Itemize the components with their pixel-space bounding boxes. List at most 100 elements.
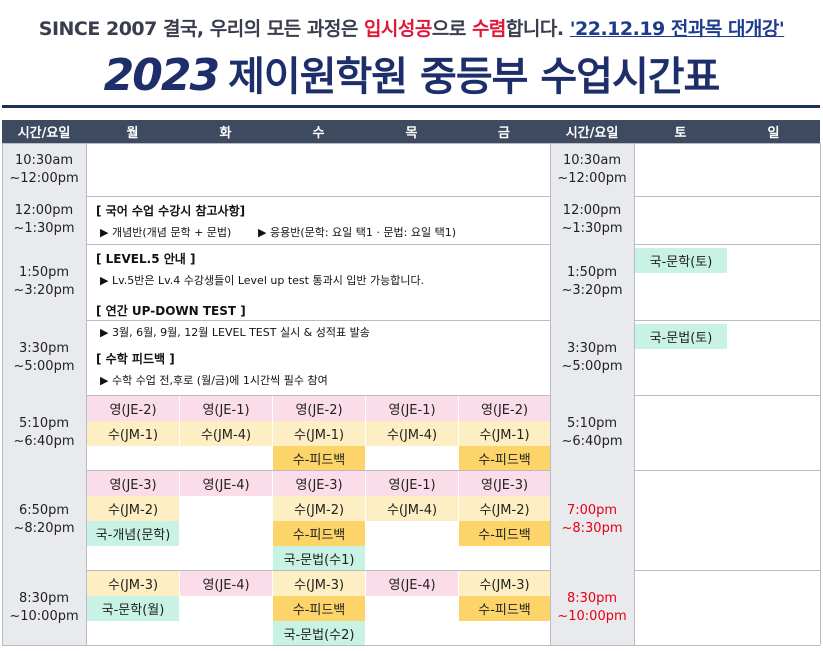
time-text: 7:00pm [566, 503, 618, 518]
class-slot: 수(JM-3) [459, 571, 550, 596]
notice-line: ▶ 3월, 6월, 9월, 12월 LEVEL TEST 실시 & 성적표 발송 [100, 326, 370, 339]
tagline-text: 으로 [431, 18, 472, 40]
class-slot: 영(JE-1) [366, 396, 458, 421]
notice-line: ▶ Lv.5반은 Lv.4 수강생들이 Level up test 통과시 입반… [100, 274, 425, 287]
time-text: ~12:00pm [557, 170, 627, 186]
class-slot: 국-문학(토) [635, 247, 727, 273]
class-slot: 수(JM-1) [273, 421, 365, 446]
class-slot: 영(JE-3) [273, 471, 365, 496]
tagline-text: 합니다. [505, 18, 570, 40]
column-header: 월 [86, 120, 179, 143]
notice-heading: [ 수학 피드백 ] [96, 352, 175, 366]
class-slot: 영(JE-3) [459, 471, 550, 496]
class-slot: 수(JM-2) [273, 496, 365, 521]
notice-heading: [ 국어 수업 수강시 참고사항] [96, 204, 246, 218]
title: 2023 제이원학원 중등부 수업시간표 [0, 44, 823, 102]
class-slot: 수-피드백 [273, 596, 365, 621]
class-slot: 수(JM-3) [273, 571, 365, 596]
column-header: 목 [365, 120, 458, 143]
class-slot: 수-피드백 [459, 521, 550, 546]
column-header: 토 [634, 120, 727, 143]
class-slot: 영(JE-2) [87, 396, 179, 421]
time-cell: 6:50pm ~8:20pm [2, 470, 86, 570]
class-slot: 국-문법(수1) [273, 546, 365, 571]
column-header: 수 [272, 120, 365, 143]
class-slot: 영(JE-2) [459, 396, 550, 421]
class-slot: 영(JE-4) [180, 471, 272, 496]
notice-line: ▶ 수학 수업 전,후로 (월/금)에 1시간씩 필수 참여 [100, 374, 328, 387]
row-line [2, 570, 820, 571]
class-slot: 수(JM-1) [87, 421, 179, 446]
class-slot: 수-피드백 [459, 446, 550, 471]
time-text: ~3:20pm [561, 283, 623, 298]
class-slot: 영(JE-2) [273, 396, 365, 421]
class-slot: 국-문법(토) [635, 323, 727, 349]
time-text: ~6:40pm [13, 433, 75, 449]
tagline-highlight: 수렴 [471, 18, 506, 40]
row-line [2, 143, 820, 144]
row-line [2, 470, 820, 471]
class-slot: 수-피드백 [459, 596, 550, 621]
notice-line: ▶ 개념반(개념 문학 + 문법) [100, 226, 232, 239]
column-header: 화 [179, 120, 272, 143]
notice-line: ▶ 응용반(문학: 요일 택1 · 문법: 요일 택1) [258, 226, 456, 239]
class-slot: 수(JM-2) [87, 496, 179, 521]
time-text: ~1:30pm [13, 221, 75, 236]
time-text: ~8:20pm [13, 521, 75, 536]
row-line [2, 244, 820, 245]
class-slot: 수(JM-1) [459, 421, 550, 446]
notice-heading: [ 연간 UP-DOWN TEST ] [96, 304, 246, 318]
title-year: 2023 [103, 50, 220, 101]
tagline: SINCE 2007 결국, 우리의 모든 과정은 입시성공으로 수렴합니다. … [0, 14, 823, 41]
class-slot: 국-문학(월) [87, 596, 179, 621]
time-text: ~3:20pm [13, 283, 75, 298]
row-line [2, 395, 820, 396]
class-slot: 국-문법(수2) [273, 621, 365, 646]
class-slot: 수-피드백 [273, 446, 365, 471]
column-line [86, 143, 87, 645]
time-text: ~6:40pm [561, 433, 623, 449]
time-text: 10:30am [14, 152, 74, 168]
time-cell: 3:30pm ~5:00pm [2, 320, 86, 395]
time-text: ~8:30pm [561, 521, 623, 536]
time-cell: 8:30pm ~10:00pm [2, 570, 86, 645]
class-slot: 영(JE-4) [366, 571, 458, 596]
time-cell: 12:00pm ~1:30pm [550, 196, 634, 244]
class-slot: 국-개념(문학) [87, 521, 179, 546]
class-slot: 수(JM-3) [87, 571, 179, 596]
row-line [2, 196, 820, 197]
column-header: 일 [727, 120, 820, 143]
time-text: ~10:00pm [557, 608, 627, 624]
tagline-highlight: 입시성공 [363, 18, 432, 40]
title-text: 제이원학원 중등부 수업시간표 [228, 54, 720, 100]
class-slot: 수(JM-2) [459, 496, 550, 521]
time-text: 3:30pm [18, 340, 70, 356]
time-cell: 3:30pm ~5:00pm [550, 320, 634, 395]
class-slot: 수-피드백 [273, 521, 365, 546]
column-line [634, 143, 635, 645]
time-text: 10:30am [562, 152, 622, 168]
time-cell: 5:10pm ~6:40pm [2, 395, 86, 470]
class-slot: 영(JE-4) [180, 571, 272, 596]
column-line [820, 143, 821, 645]
class-slot: 수(JM-4) [366, 496, 458, 521]
class-slot: 수(JM-4) [180, 421, 272, 446]
class-slot: 영(JE-1) [180, 396, 272, 421]
row-line [2, 645, 820, 646]
row-line [2, 320, 820, 321]
column-header: 금 [458, 120, 550, 143]
time-cell: 10:30am ~12:00pm [2, 143, 86, 196]
header-rule [2, 105, 820, 108]
time-text: ~5:00pm [13, 358, 75, 374]
column-line [2, 143, 3, 645]
time-text: 3:30pm [566, 340, 618, 356]
time-text: 12:00pm [14, 203, 74, 218]
time-text: 12:00pm [562, 203, 622, 218]
tagline-date: '22.12.19 전과목 대개강' [569, 18, 785, 40]
time-text: 6:50pm [18, 503, 70, 518]
tagline-text: SINCE 2007 결국, 우리의 모든 과정은 [38, 18, 364, 40]
column-header: 시간/요일 [2, 120, 86, 143]
notice-heading: [ LEVEL.5 안내 ] [96, 252, 196, 266]
time-cell: 5:10pm ~6:40pm [550, 395, 634, 470]
